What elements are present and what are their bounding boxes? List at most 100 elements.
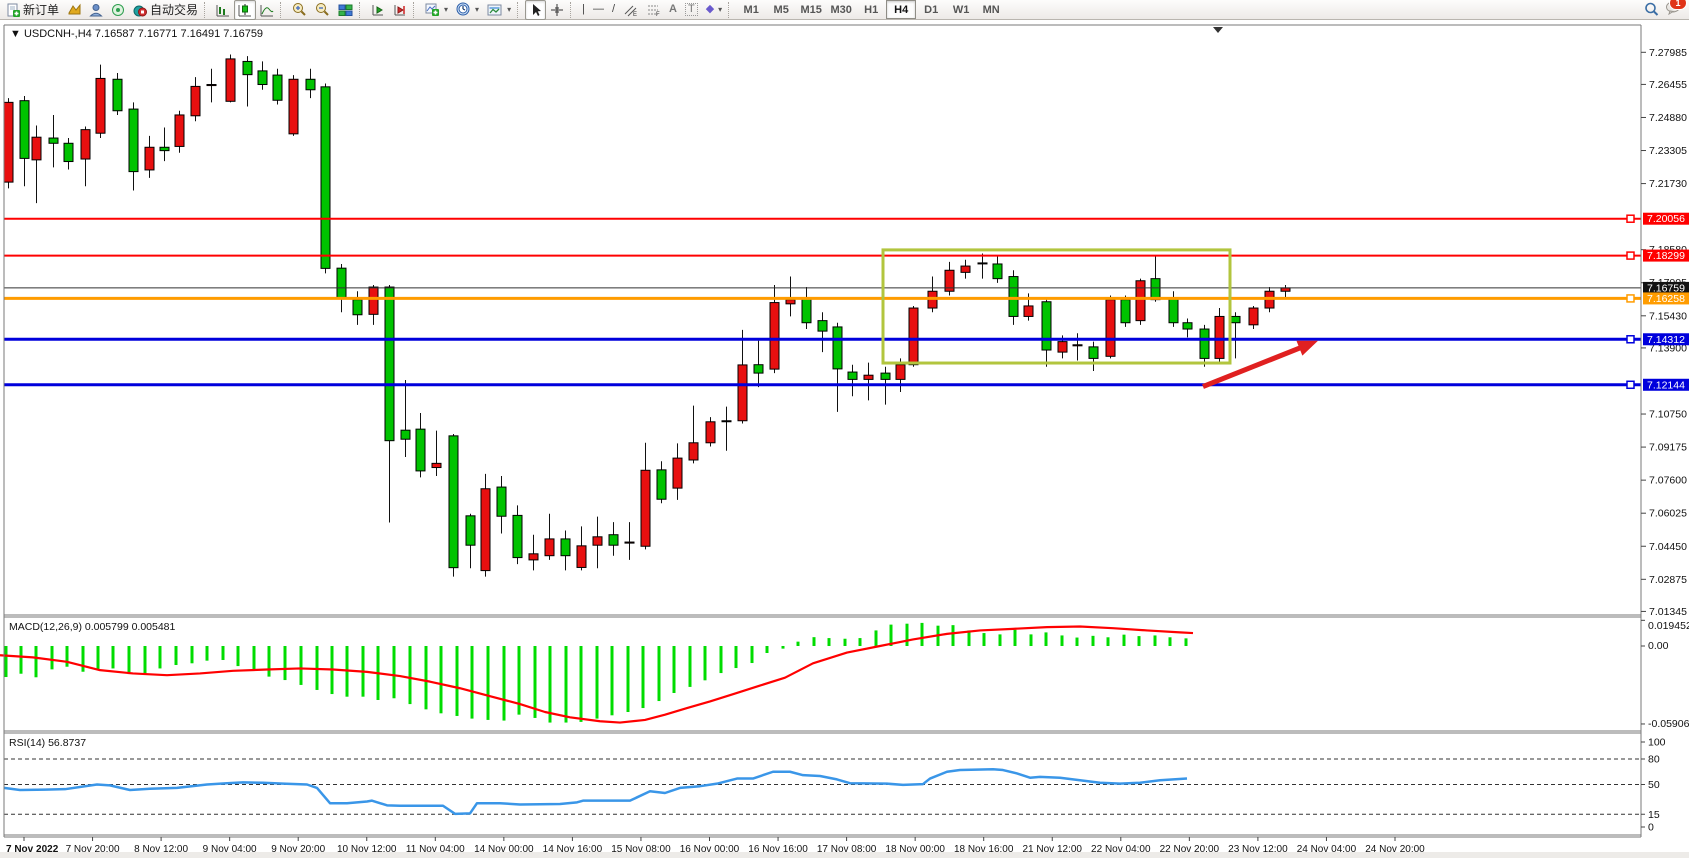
bar-chart-button[interactable] [212,0,234,20]
search-icon[interactable] [1644,2,1659,17]
price-axis-label: 7.06025 [1649,508,1687,520]
candle-bear [242,60,253,76]
candle-bull [785,299,796,305]
timeframe-button-h4[interactable]: H4 [886,0,917,20]
zoom-out-icon [316,3,329,16]
candle-bear [320,86,331,269]
level-handle-7.20056[interactable] [1626,214,1635,223]
level-handle-7.16258[interactable] [1626,294,1635,303]
candle-bear [159,146,170,152]
line-chart-icon [260,4,274,16]
clock-icon [456,2,470,16]
periods-button[interactable]: ▾ [452,0,483,20]
text-label-tool[interactable]: T [681,0,702,20]
line-chart-button[interactable] [256,0,278,20]
new-chart-button[interactable]: ▾ [421,0,452,20]
time-axis-label: 8 Nov 12:00 [134,844,188,855]
auto-trading-icon [133,5,148,16]
data-window-button[interactable] [107,0,129,20]
candle-bull [80,129,91,160]
price-badge-label: 7.12144 [1647,379,1685,391]
time-axis-label: 9 Nov 04:00 [203,844,257,855]
candle-bear [305,78,316,91]
candle-bull [1214,315,1225,359]
zoom-out-button[interactable] [311,0,334,20]
candle-bear [1150,278,1161,301]
macd-histogram-bar [1044,632,1048,646]
trend-arrow-shaft[interactable] [1202,342,1310,389]
macd-histogram-bar [750,646,754,664]
crosshair-icon [551,3,564,16]
candlestick-chart-button[interactable] [234,0,257,20]
candle-bear [336,267,347,299]
candle-bull [225,58,236,102]
timeframe-button-mn[interactable]: MN [982,3,1000,16]
crosshair-tool-button[interactable] [546,0,568,20]
text-tool[interactable]: A [665,0,681,20]
toolbar-separator [204,1,210,18]
market-watch-button[interactable] [85,0,107,20]
toolbar-separator [359,1,365,18]
cursor-tool-button[interactable] [525,0,547,20]
zoom-in-button[interactable] [288,0,311,20]
channel-tool[interactable]: E [619,0,642,20]
new-order-icon [7,3,20,17]
macd-histogram-bar [1184,638,1188,646]
macd-histogram-bar [998,634,1002,646]
candle-bull [624,541,635,544]
auto-scroll-button[interactable] [367,0,389,20]
macd-histogram-bar [595,646,599,719]
timeframe-button-d1[interactable]: D1 [924,3,939,16]
trend-arrow-head[interactable] [1296,340,1318,356]
level-handle-7.18299[interactable] [1626,251,1635,260]
auto-trading-label: 自动交易 [150,3,199,17]
consolidation-box[interactable] [881,248,1232,365]
candle-bear [465,515,476,546]
price-badge-label: 7.18299 [1647,250,1685,262]
vertical-line-tool[interactable]: | [578,0,589,20]
chart-profile-button[interactable] [63,0,85,20]
fibonacci-tool[interactable]: F [642,0,665,20]
macd-histogram-bar [905,623,909,646]
price-chart[interactable]: 7.279857.264557.248807.233057.217307.185… [0,20,1689,858]
svg-text:F: F [656,12,660,17]
candle-bull [206,84,217,87]
timeframe-button-m5[interactable]: M5 [773,3,789,16]
candle-bull [705,421,716,444]
timeframe-button-m15[interactable]: M15 [800,3,822,16]
timeframe-button-w1[interactable]: W1 [952,3,970,16]
arrows-tool[interactable]: ◆ ▾ [702,0,726,20]
candle-bull [190,85,201,117]
time-axis-label: 22 Nov 20:00 [1160,844,1220,855]
candle-bear [1041,301,1052,351]
macd-histogram-bar [843,638,847,646]
level-handle-7.14312[interactable] [1626,335,1635,344]
candle-bull [908,307,919,366]
chart-shift-marker[interactable] [1213,27,1223,33]
timeframe-button-h1[interactable]: H1 [864,3,879,16]
timeframe-button-m1[interactable]: M1 [743,3,759,16]
time-axis-label: 21 Nov 12:00 [1023,844,1083,855]
chart-shift-button[interactable] [389,0,411,20]
notifications-button[interactable]: 1 [1665,0,1687,20]
timeframe-button-m30[interactable]: M30 [830,3,852,16]
level-handle-7.12144[interactable] [1626,380,1635,390]
new-order-button[interactable]: 新订单 [2,0,63,20]
new-chart-icon [425,3,440,16]
macd-histogram-bar [672,646,676,693]
time-axis-label: 16 Nov 00:00 [680,844,740,855]
candle-bear [400,429,411,440]
macd-histogram-bar [967,630,971,646]
macd-histogram-bar [111,646,115,669]
price-badge-label: 7.16258 [1647,293,1685,305]
templates-button[interactable]: ▾ [483,0,515,20]
macd-histogram-bar [812,637,816,646]
candle-bear [512,514,523,559]
horizontal-line-tool[interactable]: — [589,0,608,20]
trendline-tool[interactable]: / [608,0,619,20]
candlestick-icon [238,3,252,16]
auto-trading-button[interactable]: 自动交易 [129,0,202,20]
macd-histogram-bar [1153,635,1157,646]
tile-windows-button[interactable] [334,0,357,20]
macd-histogram-bar [1106,637,1110,646]
